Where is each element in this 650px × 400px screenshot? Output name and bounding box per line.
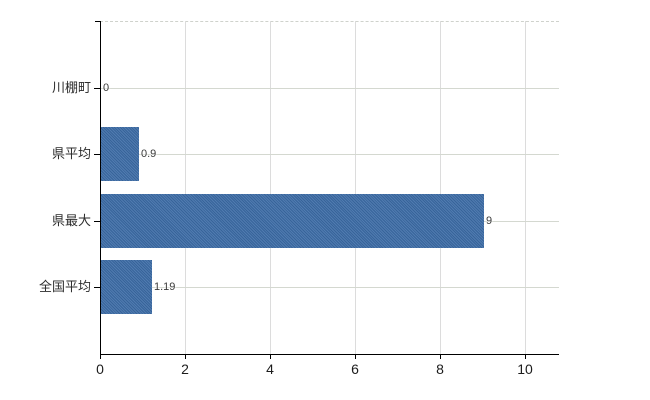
x-tick: [270, 355, 271, 359]
y-tick: [94, 154, 100, 155]
y-gridline: [100, 287, 559, 288]
y-gridline: [100, 154, 559, 155]
y-axis-line: [100, 21, 101, 355]
value-label: 0: [103, 82, 110, 94]
x-tick-label: 0: [96, 361, 104, 377]
category-label: 県最大: [51, 213, 91, 228]
x-tick: [185, 355, 186, 359]
value-label: 0.9: [141, 148, 157, 160]
x-tick: [525, 355, 526, 359]
category-label: 全国平均: [38, 279, 91, 294]
x-axis-line: [100, 354, 559, 355]
value-label: 1.19: [154, 281, 176, 293]
x-gridline: [355, 21, 356, 354]
x-tick: [440, 355, 441, 359]
x-tick-label: 2: [181, 361, 189, 377]
x-gridline: [525, 21, 526, 354]
category-label: 川棚町: [51, 80, 91, 95]
x-tick: [355, 355, 356, 359]
y-axis-end-tick: [95, 21, 100, 22]
x-tick: [100, 355, 101, 359]
plot-top-border: [100, 21, 559, 22]
x-gridline: [270, 21, 271, 354]
y-tick: [94, 287, 100, 288]
x-tick-label: 8: [436, 361, 444, 377]
x-tick-label: 6: [351, 361, 359, 377]
bar: [101, 260, 152, 314]
bar: [101, 194, 484, 248]
x-gridline: [440, 21, 441, 354]
bar: [101, 127, 139, 181]
category-label: 県平均: [51, 146, 91, 161]
x-tick-label: 10: [517, 361, 533, 377]
x-tick-label: 4: [266, 361, 274, 377]
y-tick: [94, 221, 100, 222]
value-label: 9: [486, 215, 493, 227]
x-gridline: [185, 21, 186, 354]
y-tick: [94, 88, 100, 89]
y-gridline: [100, 88, 559, 89]
